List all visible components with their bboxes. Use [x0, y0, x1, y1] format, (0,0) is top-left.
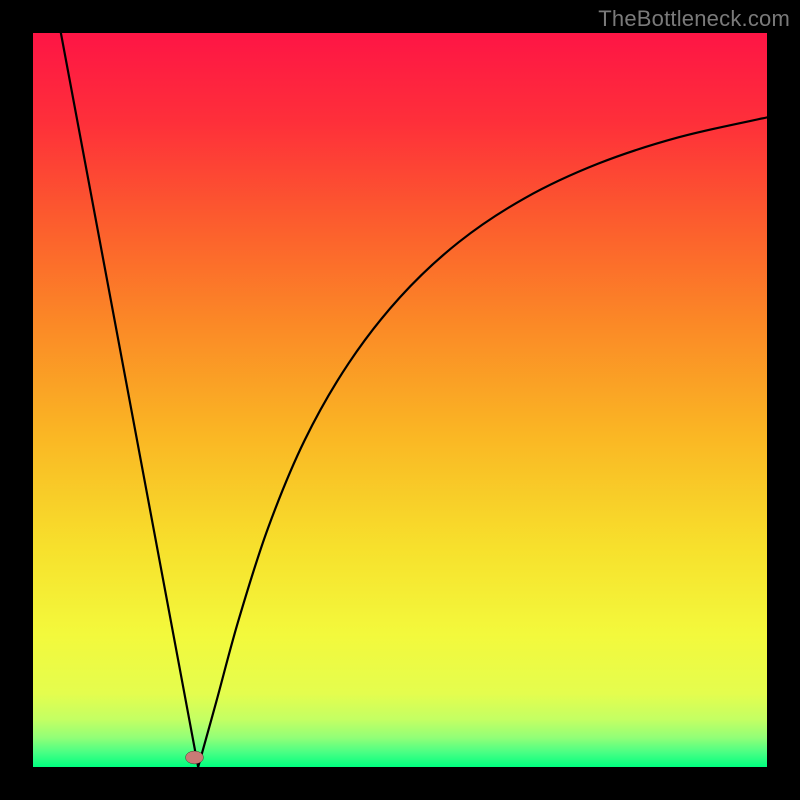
plot-area	[33, 33, 767, 767]
chart-frame: TheBottleneck.com	[0, 0, 800, 800]
vertex-marker	[185, 751, 203, 764]
chart-svg	[33, 33, 767, 767]
watermark-text: TheBottleneck.com	[598, 6, 790, 32]
